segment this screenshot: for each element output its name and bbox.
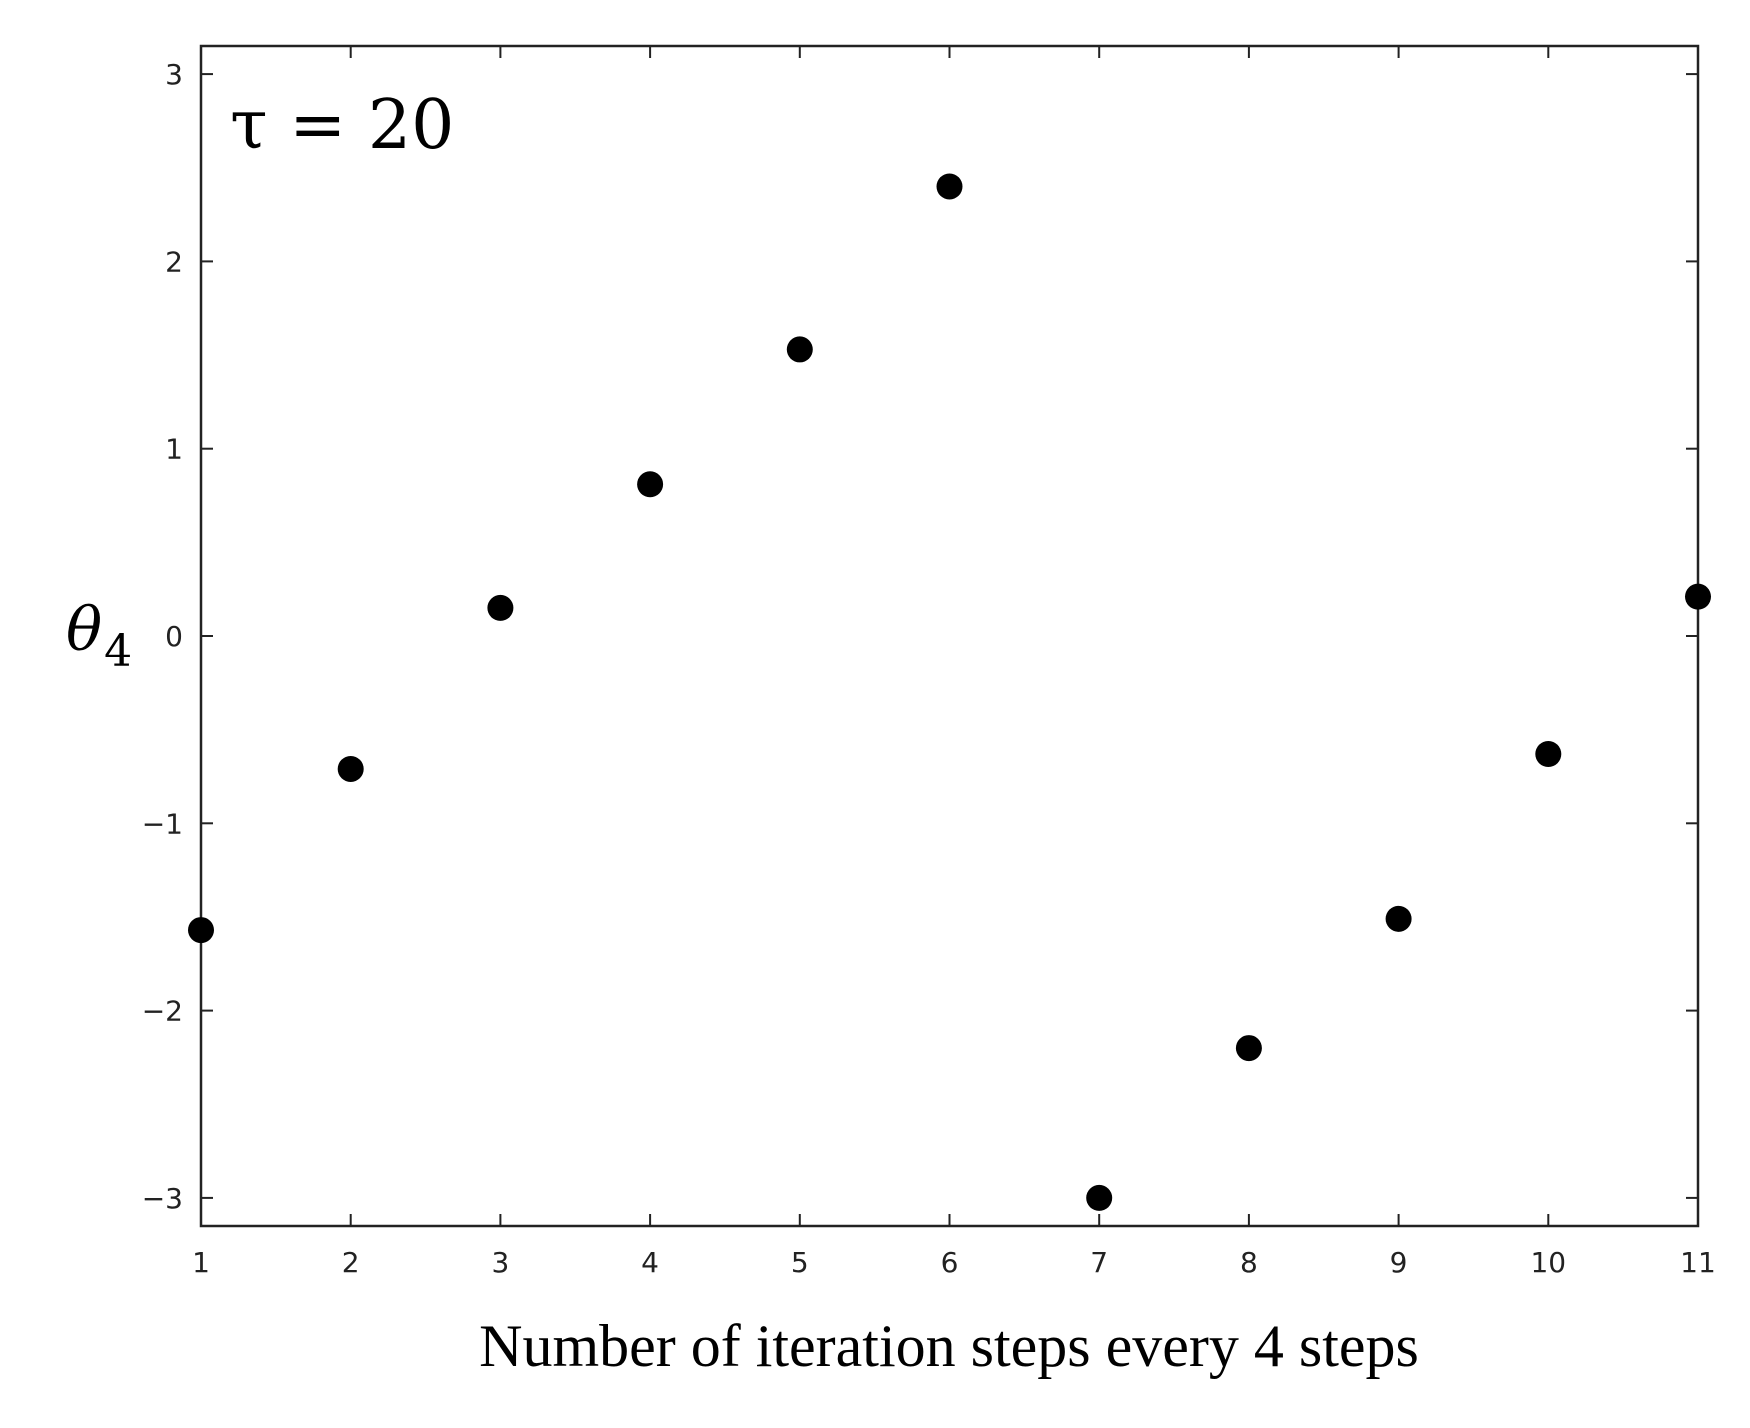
y-tick-label: −3 <box>142 1182 183 1215</box>
y-tick-label: −2 <box>142 995 183 1028</box>
x-tick-label: 9 <box>1390 1246 1408 1279</box>
x-tick-label: 2 <box>342 1246 360 1279</box>
tau-annotation: τ = 20 <box>230 86 454 165</box>
y-axis-label: θ4 <box>66 595 132 677</box>
y-tick-label: 0 <box>165 620 183 653</box>
x-tick-label: 5 <box>791 1246 809 1279</box>
data-point <box>1685 583 1711 610</box>
data-point <box>337 755 364 782</box>
x-tick-label: 8 <box>1240 1246 1258 1279</box>
data-point <box>188 917 214 944</box>
y-tick-label: 1 <box>165 433 183 466</box>
x-tick-label: 3 <box>491 1246 509 1279</box>
x-tick-label: 7 <box>1090 1246 1108 1279</box>
y-tick-label: −1 <box>142 807 183 840</box>
data-point <box>786 336 813 363</box>
data-point <box>487 594 514 621</box>
data-point <box>1086 1184 1113 1211</box>
y-axis-label-main: θ <box>66 595 102 665</box>
data-points <box>188 173 1711 1211</box>
data-point <box>637 471 664 498</box>
axis-ticks <box>200 46 1699 1226</box>
x-tick-label: 11 <box>1680 1246 1716 1279</box>
x-tick-label: 1 <box>192 1246 210 1279</box>
y-tick-label: 3 <box>165 58 183 91</box>
x-axis-label: Number of iteration steps every 4 steps <box>479 1313 1419 1379</box>
data-point <box>1535 741 1562 767</box>
x-tick-label: 10 <box>1530 1246 1566 1279</box>
data-point <box>936 173 963 200</box>
tick-labels: 1 2 3 4 5 6 7 8 9 10 11 −3 −2 −1 0 1 2 3 <box>142 58 1716 1279</box>
plot-frame <box>199 44 1700 1228</box>
data-point <box>1235 1035 1262 1062</box>
data-point <box>1385 905 1412 932</box>
y-axis-label-subscript: 4 <box>104 626 132 677</box>
y-tick-label: 2 <box>165 245 183 278</box>
x-tick-label: 4 <box>641 1246 659 1279</box>
x-tick-label: 6 <box>941 1246 959 1279</box>
